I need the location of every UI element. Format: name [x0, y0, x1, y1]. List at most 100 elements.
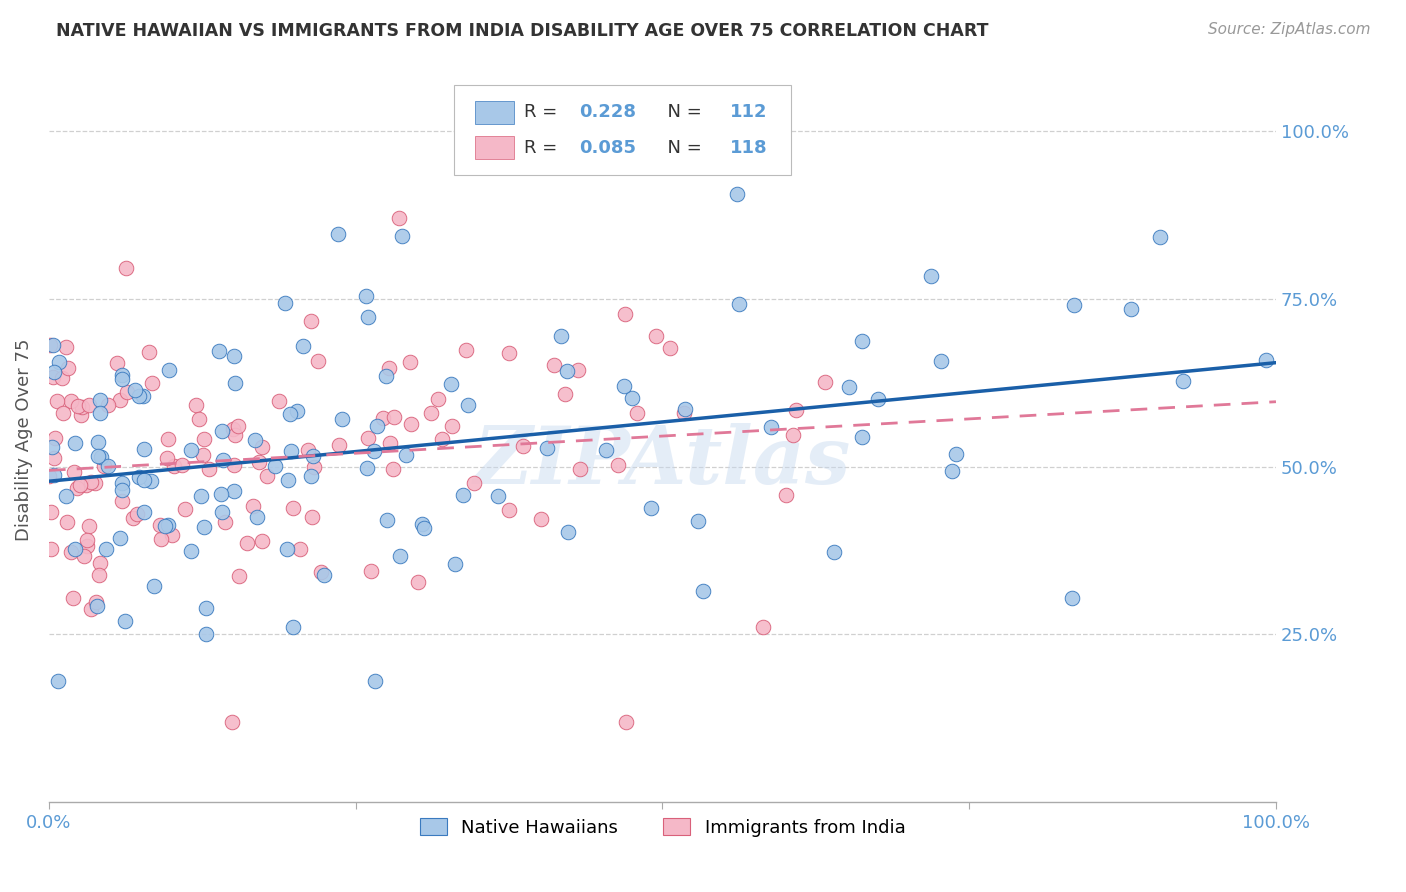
Point	[299, 469, 322, 483]
Point	[276, 541, 298, 556]
Point	[419, 406, 441, 420]
Point	[456, 343, 478, 357]
Point	[302, 449, 325, 463]
Point	[138, 344, 160, 359]
Point	[782, 428, 804, 442]
Point	[128, 389, 150, 403]
Point	[170, 458, 193, 472]
Point	[242, 499, 264, 513]
Point	[55, 339, 77, 353]
Legend: Native Hawaiians, Immigrants from India: Native Hawaiians, Immigrants from India	[412, 811, 912, 844]
Point	[87, 568, 110, 582]
Point	[375, 513, 398, 527]
Point	[75, 478, 97, 492]
Point	[256, 469, 278, 483]
Point	[194, 601, 217, 615]
Point	[46, 674, 69, 689]
Point	[688, 514, 710, 528]
Point	[1256, 352, 1278, 367]
Point	[374, 369, 396, 384]
Point	[453, 488, 475, 502]
Point	[297, 443, 319, 458]
Point	[280, 443, 302, 458]
Point	[364, 674, 387, 689]
Point	[51, 371, 73, 385]
Point	[614, 714, 637, 729]
Point	[328, 438, 350, 452]
Point	[645, 328, 668, 343]
Point	[190, 489, 212, 503]
Point	[463, 475, 485, 490]
Point	[226, 419, 249, 434]
Point	[498, 503, 520, 517]
Text: R =: R =	[524, 103, 562, 121]
Point	[62, 591, 84, 606]
Point	[920, 268, 942, 283]
Point	[156, 451, 179, 466]
Point	[276, 474, 298, 488]
Text: N =: N =	[657, 139, 707, 157]
Point	[141, 475, 163, 489]
Point	[108, 531, 131, 545]
Point	[550, 329, 572, 343]
Point	[212, 453, 235, 467]
Point	[153, 519, 176, 533]
Point	[692, 583, 714, 598]
Point	[77, 518, 100, 533]
Point	[157, 362, 180, 376]
Point	[209, 487, 232, 501]
Point	[823, 545, 845, 559]
Point	[752, 620, 775, 634]
Point	[247, 455, 270, 469]
Point	[111, 483, 134, 497]
Point	[246, 509, 269, 524]
Point	[371, 411, 394, 425]
Point	[945, 447, 967, 461]
Point	[1060, 591, 1083, 605]
Point	[89, 407, 111, 421]
Point	[378, 436, 401, 450]
Point	[108, 392, 131, 407]
Point	[775, 488, 797, 502]
Point	[640, 500, 662, 515]
Point	[382, 461, 405, 475]
Point	[607, 458, 630, 473]
Point	[84, 594, 107, 608]
Point	[38, 469, 60, 483]
Point	[97, 398, 120, 412]
Point	[659, 341, 682, 355]
Point	[626, 406, 648, 420]
Point	[851, 430, 873, 444]
Point	[211, 505, 233, 519]
Point	[214, 515, 236, 529]
Point	[42, 467, 65, 482]
Point	[52, 407, 75, 421]
Point	[193, 432, 215, 446]
Point	[291, 339, 314, 353]
Point	[530, 512, 553, 526]
Point	[55, 515, 77, 529]
Point	[39, 541, 62, 556]
Point	[193, 520, 215, 534]
Text: R =: R =	[524, 139, 562, 157]
Point	[160, 527, 183, 541]
Point	[498, 346, 520, 360]
Point	[111, 368, 134, 383]
Point	[444, 557, 467, 571]
Point	[378, 360, 401, 375]
Point	[156, 518, 179, 533]
Point	[326, 227, 349, 242]
Text: NATIVE HAWAIIAN VS IMMIGRANTS FROM INDIA DISABILITY AGE OVER 75 CORRELATION CHAR: NATIVE HAWAIIAN VS IMMIGRANTS FROM INDIA…	[56, 22, 988, 40]
Point	[269, 394, 291, 409]
Point	[115, 385, 138, 400]
Point	[134, 505, 156, 519]
Point	[180, 543, 202, 558]
Point	[115, 261, 138, 276]
Point	[63, 436, 86, 450]
Text: 112: 112	[730, 103, 768, 121]
Point	[486, 490, 509, 504]
Point	[39, 338, 62, 352]
Point	[41, 440, 63, 454]
Point	[290, 541, 312, 556]
Point	[512, 439, 534, 453]
